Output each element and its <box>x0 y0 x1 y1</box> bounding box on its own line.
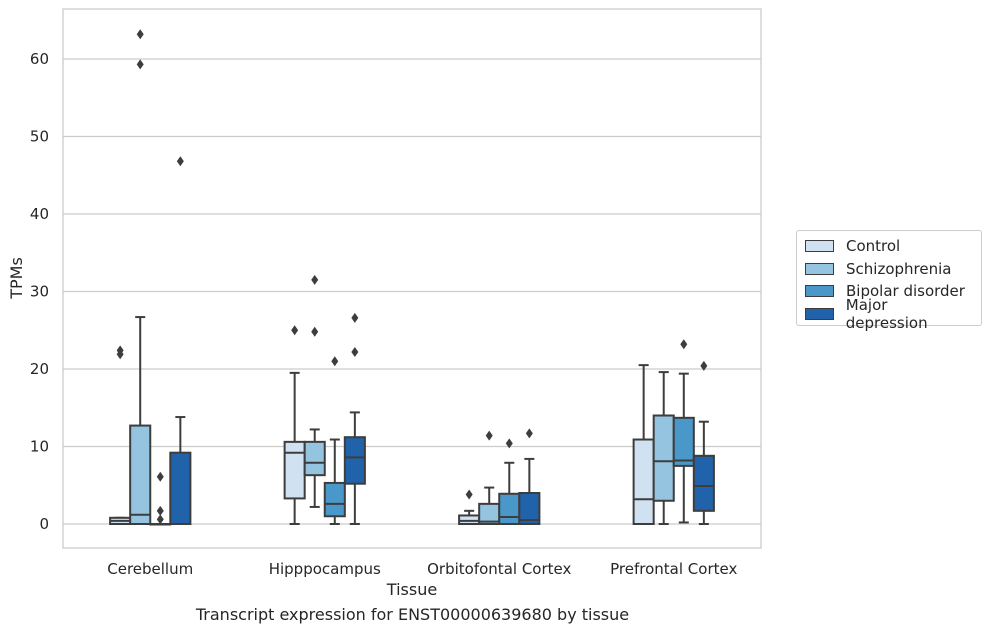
box <box>518 492 541 525</box>
box-major-depression <box>518 428 541 525</box>
box-major-depression <box>343 312 366 525</box>
box-schizophrenia <box>129 29 152 526</box>
outlier-point <box>331 356 339 367</box>
box <box>632 438 655 525</box>
box <box>343 436 366 485</box>
box-bipolar-disorder <box>149 471 172 526</box>
box <box>323 481 346 518</box>
outlier-point <box>156 514 164 525</box>
y-tick-label: 40 <box>30 205 49 223</box>
x-tick-label: Orbitofontal Cortex <box>427 560 571 578</box>
box-bipolar-disorder <box>672 339 695 524</box>
box-schizophrenia <box>652 371 675 525</box>
box <box>498 492 521 525</box>
box <box>458 514 481 525</box>
legend-label: Major depression <box>845 295 928 332</box>
legend-label: Bipolar disorder <box>846 282 965 301</box>
box <box>692 454 715 512</box>
box-schizophrenia <box>303 274 326 508</box>
box-control <box>458 489 481 525</box>
box <box>652 414 675 502</box>
legend-swatch <box>805 285 834 298</box>
x-tick-label: Prefrontal Cortex <box>610 560 737 578</box>
legend-label: Control <box>846 237 901 256</box>
y-tick-label: 60 <box>30 50 49 68</box>
legend-item: Major depression <box>805 296 973 332</box>
legend-item: Schizophrenia <box>805 258 973 281</box>
x-axis-label: Tissue <box>386 580 437 599</box>
outlier-point <box>176 156 184 167</box>
x-tick-labels: Cerebellum Hipppocampus Orbitofontal Corte… <box>107 560 737 578</box>
legend-label: Schizophrenia <box>846 259 952 278</box>
outlier-point <box>136 59 144 70</box>
legend-swatch <box>805 240 834 253</box>
box <box>129 424 152 526</box>
box <box>283 440 306 500</box>
box-control <box>632 364 655 525</box>
y-tick-labels: 0 10 20 30 40 50 60 <box>30 50 49 533</box>
outlier-point <box>311 326 319 337</box>
legend-item: Bipolar disorder <box>805 280 973 303</box>
box-bipolar-disorder <box>323 356 346 525</box>
box-control <box>109 345 132 525</box>
outlier-point <box>465 489 473 500</box>
box <box>672 416 695 467</box>
x-tick-label: Cerebellum <box>107 560 193 578</box>
outlier-point <box>505 438 513 449</box>
gridlines <box>63 58 761 525</box>
box-major-depression <box>169 156 192 526</box>
outlier-point <box>351 312 359 323</box>
chart-title: Transcript expression for ENST0000063968… <box>195 605 630 624</box>
plot-frame <box>62 8 762 549</box>
outlier-point <box>156 505 164 516</box>
box-schizophrenia <box>478 430 501 526</box>
legend: Control Schizophrenia Bipolar disorder Majo… <box>796 230 982 332</box>
box <box>169 451 192 526</box>
outlier-point <box>136 29 144 40</box>
box-major-depression <box>692 360 715 525</box>
outlier-point <box>116 349 124 360</box>
legend-swatch <box>805 307 834 320</box>
box <box>303 440 326 477</box>
outlier-point <box>525 428 533 439</box>
x-tick-label: Hipppocampus <box>269 560 381 578</box>
outlier-point <box>311 274 319 285</box>
outlier-point <box>680 339 688 350</box>
y-tick-label: 0 <box>39 515 49 533</box>
y-axis-label: TPMs <box>7 257 26 300</box>
box-bipolar-disorder <box>498 438 521 525</box>
box-control <box>283 325 306 525</box>
y-tick-label: 30 <box>30 283 49 301</box>
y-tick-label: 50 <box>30 128 49 146</box>
y-tick-label: 20 <box>30 360 49 378</box>
legend-swatch <box>805 262 834 275</box>
outlier-point <box>700 360 708 371</box>
outlier-point <box>291 325 299 336</box>
outlier-point <box>156 471 164 482</box>
y-tick-label: 10 <box>30 438 49 456</box>
boxes <box>109 29 715 526</box>
outlier-point <box>351 346 359 357</box>
outlier-point <box>485 430 493 441</box>
legend-item: Control <box>805 235 973 258</box>
